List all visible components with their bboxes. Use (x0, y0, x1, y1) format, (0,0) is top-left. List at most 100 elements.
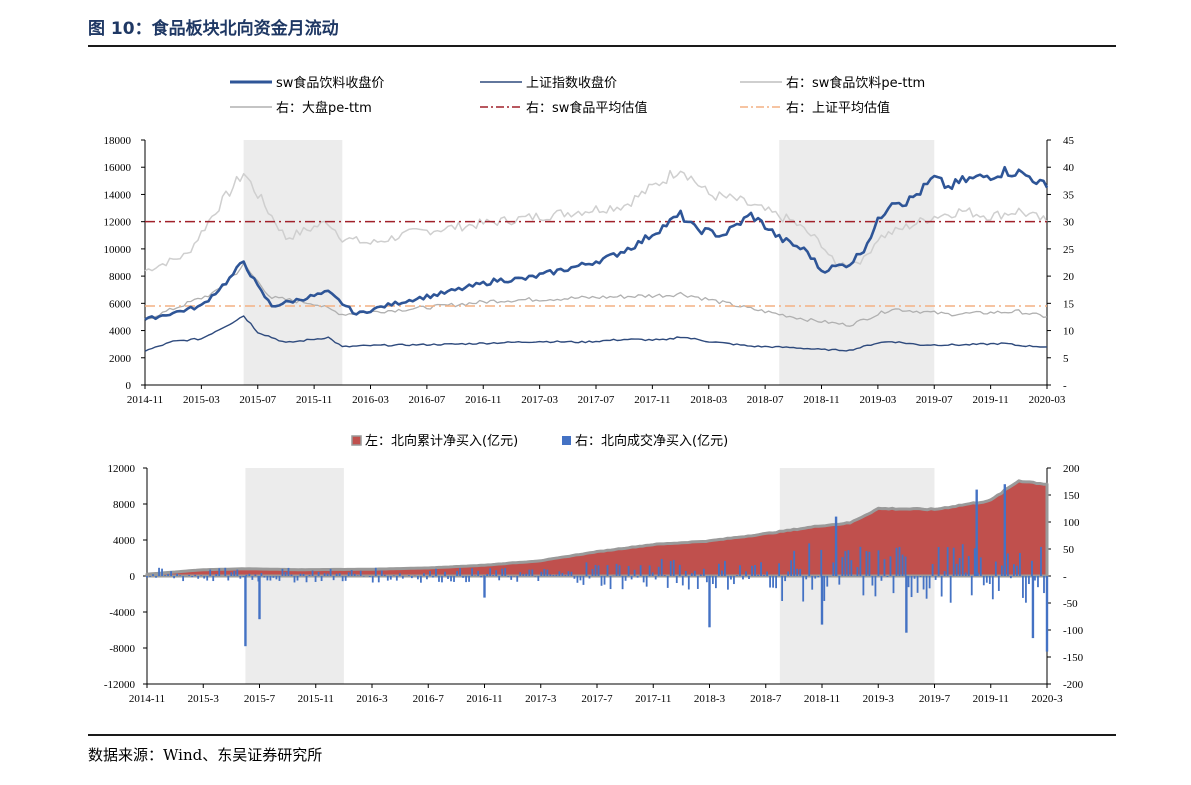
daily-bar (254, 574, 257, 576)
x-tick-label: 2017-7 (581, 693, 613, 705)
daily-bar (1022, 576, 1024, 598)
daily-bar (802, 576, 805, 602)
daily-bar (702, 568, 705, 576)
daily-bar (1034, 576, 1036, 581)
right-tick-label: 200 (1063, 463, 1080, 475)
daily-bar (1025, 576, 1027, 603)
right-tick-label: 25 (1063, 244, 1075, 256)
daily-bar (570, 571, 573, 576)
daily-bar (314, 576, 317, 582)
daily-bar (230, 572, 233, 576)
daily-bar (877, 550, 880, 576)
daily-bar (1019, 552, 1021, 576)
daily-bar (284, 572, 287, 576)
daily-bar (949, 576, 952, 603)
daily-bar (308, 574, 311, 576)
daily-bar (733, 576, 735, 585)
daily-bar (1031, 560, 1033, 576)
x-tick-label: 2015-11 (298, 693, 334, 705)
daily-bar (356, 575, 359, 576)
daily-bar (642, 576, 645, 583)
daily-bar (790, 560, 793, 576)
daily-bar (1028, 576, 1030, 585)
right-tick-label: -200 (1063, 679, 1084, 691)
daily-bar (892, 576, 895, 594)
left-tick-label: 4000 (109, 326, 132, 338)
daily-bar (862, 576, 865, 596)
x-tick-label: 2015-7 (244, 693, 276, 705)
right-tick-label: 10 (1063, 326, 1075, 338)
daily-bar (633, 569, 636, 576)
right-tick-label: - (1063, 571, 1067, 583)
legend-label: 右：北向成交净买入(亿元) (575, 433, 728, 449)
daily-bar (967, 556, 970, 576)
left-tick-label: 12000 (108, 463, 136, 475)
daily-bar (275, 576, 278, 580)
daily-bar (928, 576, 931, 589)
daily-bar (997, 576, 1000, 591)
daily-bar (320, 576, 323, 582)
daily-bar (684, 570, 687, 576)
daily-bar (194, 574, 197, 576)
daily-bar (934, 576, 937, 580)
daily-bar (718, 563, 720, 576)
daily-bar (188, 574, 191, 576)
daily-bar (269, 576, 272, 581)
legend-label: 上证指数收盘价 (526, 75, 617, 91)
daily-bar (290, 574, 293, 576)
left-tick-label: 18000 (104, 135, 132, 147)
daily-bar (925, 576, 928, 599)
daily-bar (874, 576, 877, 597)
x-tick-label: 2019-03 (860, 394, 897, 406)
x-tick-label: 2017-07 (578, 394, 615, 406)
daily-bar (432, 576, 434, 578)
left-tick-label: 4000 (113, 535, 136, 547)
daily-bar (341, 576, 344, 582)
daily-bar (907, 576, 910, 588)
daily-bar (510, 576, 513, 580)
daily-bar (513, 576, 516, 577)
left-tick-label: 0 (126, 380, 132, 392)
daily-bar (663, 575, 666, 576)
bottom-left-axis-ticks: 12000 8000 4000 0 -4000 -8000 -12000 (104, 463, 147, 691)
daily-bar (359, 570, 362, 576)
x-tick-label: 2015-3 (188, 693, 220, 705)
daily-bar (161, 568, 163, 576)
daily-bar (943, 571, 946, 576)
daily-bar (380, 570, 383, 576)
daily-bar (537, 576, 540, 581)
daily-bar (910, 576, 913, 598)
daily-bar (675, 576, 678, 584)
daily-bar (371, 576, 374, 583)
legend-label: 右：sw食品饮料pe-ttm (786, 75, 925, 91)
x-tick-label: 2020-03 (1029, 394, 1066, 406)
daily-bar (251, 576, 254, 580)
daily-bar (329, 568, 332, 576)
daily-bar (447, 576, 449, 579)
top-chart-legend: sw食品饮料收盘价 上证指数收盘价 右：sw食品饮料pe-ttm 右：大盘pe-ttm… (230, 75, 925, 116)
daily-bar (669, 561, 672, 576)
right-tick-label: 100 (1063, 517, 1080, 529)
shaded-period-1 (243, 140, 343, 385)
daily-bar (748, 576, 750, 579)
daily-bar (1040, 546, 1042, 576)
daily-bar (423, 573, 425, 576)
daily-bar-spike (244, 576, 247, 647)
daily-bar (979, 557, 982, 576)
daily-bar (501, 568, 504, 576)
x-tick-label: 2015-07 (239, 394, 276, 406)
daily-bar (278, 576, 281, 581)
bottom-right-axis-ticks: 200 150 100 50 - -50 -100 -150 -200 (1047, 463, 1084, 691)
daily-bar (567, 571, 570, 576)
right-tick-label: 30 (1063, 217, 1075, 229)
daily-bar (868, 551, 871, 576)
daily-bar (721, 570, 723, 576)
daily-bar (311, 570, 314, 576)
daily-bar (754, 564, 756, 576)
daily-net-buy-bars (146, 484, 1049, 652)
daily-bar (486, 574, 489, 576)
daily-bar (618, 565, 621, 576)
daily-bar (820, 549, 823, 576)
daily-bar (353, 573, 356, 576)
daily-bar (498, 576, 501, 581)
